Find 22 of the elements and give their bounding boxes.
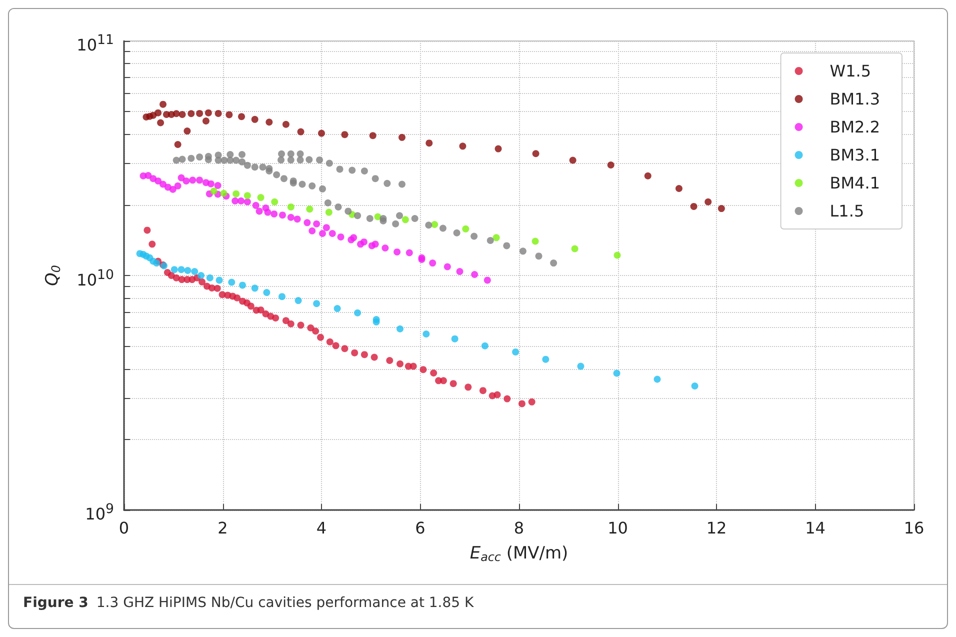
legend-label: BM1.3 [830,90,880,108]
legend-label: BM4.1 [830,174,880,192]
text: 1.3 GHZ HiPIMS Nb/Cu cavities performance at 1.85 K [96,595,474,611]
y-tick-label: 10$^{10}$ [76,266,114,291]
x-tick-label: 10 [608,518,628,538]
legend-label: BM2.2 [830,118,880,136]
x-tick-label: 12 [706,518,727,538]
x-axis-title: Eacc (MV/m) [470,543,568,564]
legend-label: L1.5 [830,202,864,220]
x-tick-label: 2 [218,518,228,538]
legend-label: W1.5 [830,62,872,80]
caption: Figure 3 [23,595,88,611]
legend-label: BM3.1 [830,146,880,164]
y-tick-label: 10$^{9}$ [85,501,114,526]
x-tick-label: 4 [316,518,327,538]
x-tick-label: 14 [805,518,826,538]
x-tick-label: 0 [118,518,130,538]
x-tick-label: 6 [415,518,426,538]
y-axis-title: Q0 [42,265,63,286]
x-tick-label: 8 [514,518,524,538]
x-tick-label: 16 [904,518,924,538]
y-tick-label: 10$^{11}$ [76,32,114,56]
